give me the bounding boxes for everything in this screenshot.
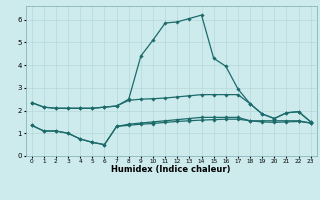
X-axis label: Humidex (Indice chaleur): Humidex (Indice chaleur) (111, 165, 231, 174)
